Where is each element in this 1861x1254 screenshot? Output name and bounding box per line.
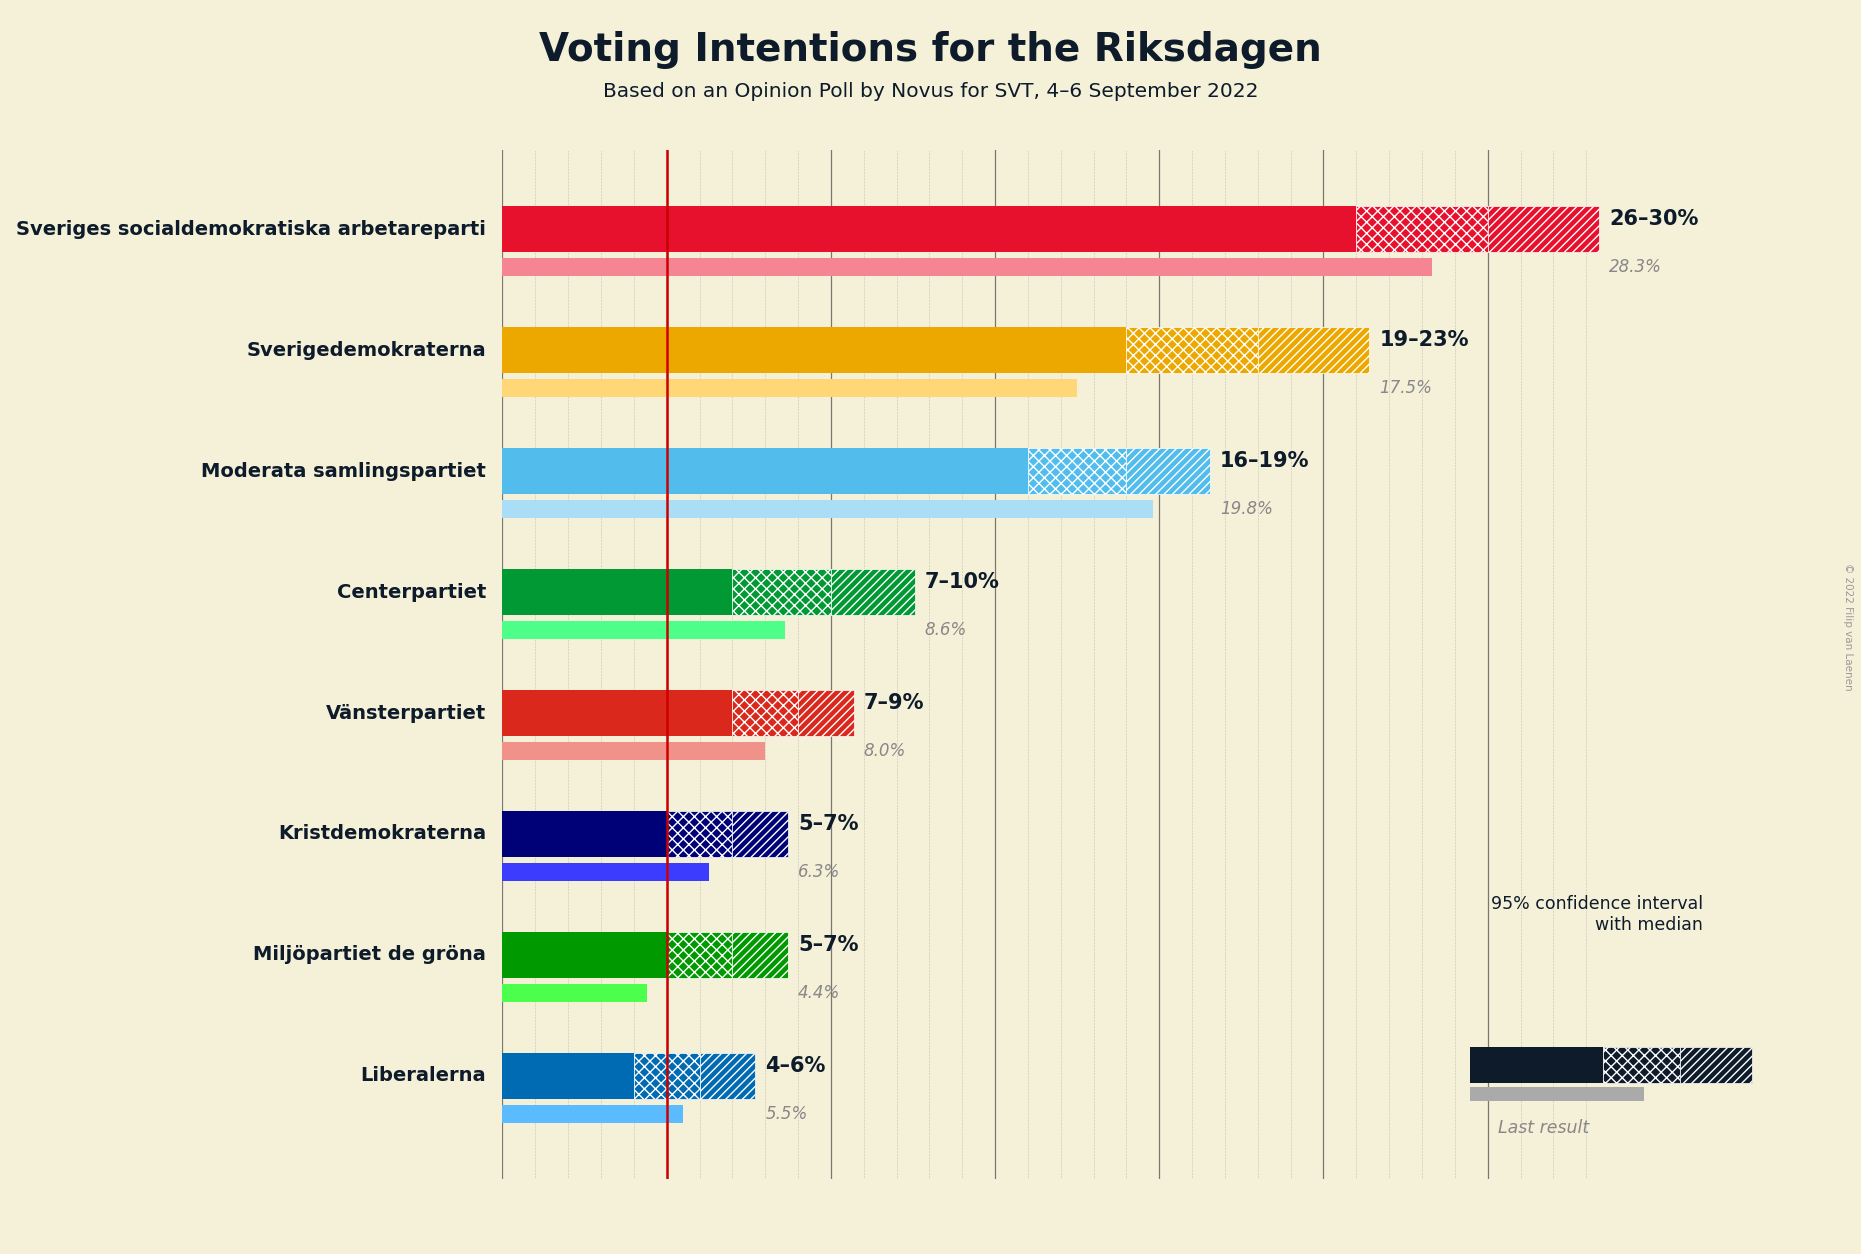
Bar	[502, 258, 1431, 276]
Text: 6.3%: 6.3%	[798, 863, 841, 882]
Bar	[1680, 1047, 1751, 1082]
Text: 28.3%: 28.3%	[1610, 258, 1662, 276]
Text: 26–30%: 26–30%	[1610, 209, 1699, 229]
Bar	[1470, 1047, 1604, 1082]
Bar	[502, 1105, 683, 1124]
Bar	[733, 811, 789, 856]
Bar	[1126, 448, 1210, 494]
Bar	[502, 621, 785, 640]
Bar	[502, 448, 1027, 494]
Bar	[502, 932, 666, 978]
Text: Voting Intentions for the Riksdagen: Voting Intentions for the Riksdagen	[540, 31, 1321, 69]
Text: 19.8%: 19.8%	[1221, 500, 1273, 518]
Text: 16–19%: 16–19%	[1221, 451, 1310, 472]
Text: Centerpartiet: Centerpartiet	[337, 583, 486, 602]
Bar	[830, 569, 914, 614]
Bar	[502, 811, 666, 856]
Bar	[733, 932, 789, 978]
Bar	[502, 984, 648, 1002]
Bar	[502, 1053, 635, 1099]
Text: 8.0%: 8.0%	[864, 742, 906, 760]
Text: Vänsterpartiet: Vänsterpartiet	[326, 703, 486, 722]
Text: 17.5%: 17.5%	[1379, 379, 1433, 398]
Text: Sverigedemokraterna: Sverigedemokraterna	[246, 341, 486, 360]
Bar	[666, 932, 733, 978]
Text: 5.5%: 5.5%	[765, 1105, 808, 1124]
Text: Miljöpartiet de gröna: Miljöpartiet de gröna	[253, 946, 486, 964]
Text: 5–7%: 5–7%	[798, 935, 858, 956]
Text: 4–6%: 4–6%	[765, 1056, 826, 1076]
Text: Based on an Opinion Poll by Novus for SVT, 4–6 September 2022: Based on an Opinion Poll by Novus for SV…	[603, 82, 1258, 100]
Bar	[1604, 1047, 1680, 1082]
Text: 4.4%: 4.4%	[798, 984, 841, 1002]
Bar	[1470, 1087, 1645, 1101]
Bar	[1126, 327, 1258, 374]
Bar	[502, 327, 1126, 374]
Bar	[502, 379, 1078, 398]
Bar	[502, 742, 765, 760]
Bar	[502, 206, 1357, 252]
Text: Liberalerna: Liberalerna	[361, 1066, 486, 1086]
Bar	[502, 690, 733, 736]
Bar	[1027, 448, 1126, 494]
Text: 8.6%: 8.6%	[925, 621, 966, 640]
Bar	[798, 690, 854, 736]
Text: Kristdemokraterna: Kristdemokraterna	[277, 824, 486, 844]
Bar	[635, 1053, 700, 1099]
Bar	[733, 690, 798, 736]
Text: © 2022 Filip van Laenen: © 2022 Filip van Laenen	[1842, 563, 1854, 691]
Bar	[502, 500, 1152, 518]
Bar	[1487, 206, 1599, 252]
Bar	[733, 569, 830, 614]
Text: Last result: Last result	[1498, 1119, 1589, 1136]
Text: 5–7%: 5–7%	[798, 814, 858, 834]
Text: 19–23%: 19–23%	[1379, 330, 1468, 350]
Text: 7–9%: 7–9%	[864, 693, 925, 714]
Bar	[666, 811, 733, 856]
Bar	[502, 569, 733, 614]
Text: 95% confidence interval
with median: 95% confidence interval with median	[1491, 895, 1703, 934]
Bar	[1357, 206, 1487, 252]
Text: Moderata samlingspartiet: Moderata samlingspartiet	[201, 461, 486, 480]
Text: 7–10%: 7–10%	[925, 572, 999, 592]
Text: Sveriges socialdemokratiska arbetareparti: Sveriges socialdemokratiska arbetarepart…	[17, 219, 486, 238]
Bar	[700, 1053, 756, 1099]
Bar	[1258, 327, 1370, 374]
Bar	[502, 863, 709, 882]
